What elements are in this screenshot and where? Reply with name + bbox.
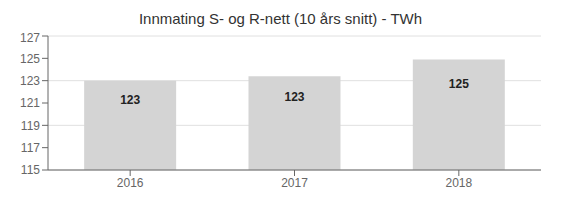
svg-text:125: 125 bbox=[449, 77, 469, 91]
svg-text:121: 121 bbox=[20, 96, 40, 110]
svg-text:2018: 2018 bbox=[445, 176, 472, 190]
html-text:Innmating S- og R-nett (10 års: Innmating S- og R-nett (10 års snitt) - … bbox=[138, 10, 423, 27]
svg-text:115: 115 bbox=[21, 163, 40, 177]
svg-text:123: 123 bbox=[20, 74, 40, 88]
svg-text:125: 125 bbox=[20, 52, 40, 66]
svg-text:2016: 2016 bbox=[117, 176, 144, 190]
svg-text:119: 119 bbox=[21, 119, 40, 133]
svg-text:127: 127 bbox=[20, 31, 40, 45]
svg-text:2017: 2017 bbox=[281, 176, 308, 190]
svg-text:123: 123 bbox=[120, 93, 140, 107]
svg-text:117: 117 bbox=[21, 141, 40, 155]
svg-text:123: 123 bbox=[284, 90, 304, 104]
